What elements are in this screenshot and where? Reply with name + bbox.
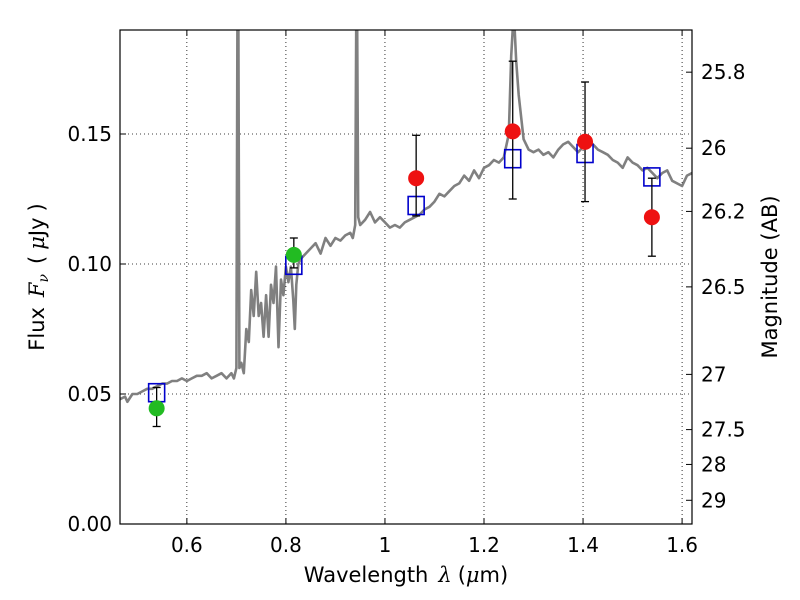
mag-tick-label: 25.8 (701, 60, 746, 84)
x-axis-title-unit-mu: μ (466, 563, 480, 587)
mag-tick-label: 29 (701, 488, 726, 512)
y-axis-title-unit-close: ) (25, 203, 49, 211)
mag-tick-label: 26 (701, 136, 726, 160)
x-tick-label: 0.6 (171, 533, 203, 557)
x-axis-title: Wavelength λ (μm) (304, 563, 508, 587)
y-axis-title-unit-rest: Jy (25, 217, 49, 238)
spectrum-line (120, 30, 692, 404)
x-tick-label: 1.4 (567, 533, 599, 557)
x-tick-label: 1 (379, 533, 392, 557)
x-axis-title-symbol: λ (437, 563, 451, 587)
plot-area (120, 30, 692, 428)
x-axis-title-prefix: Wavelength (304, 563, 429, 587)
x-tick-label: 1.2 (468, 533, 500, 557)
observed-point-red (504, 123, 521, 140)
x-tick-label: 1.6 (666, 533, 698, 557)
y-tick-label: 0.00 (67, 512, 112, 536)
grid-lines (120, 30, 692, 524)
x-axis-title-unit-rest: m) (480, 563, 509, 587)
observed-point-red (577, 133, 594, 150)
y-axis-title-unit-mu: μ (25, 236, 49, 250)
y-axis-title-unit-open: ( (25, 256, 49, 264)
axis-ticks: 0.6 0.8 1 1.2 1.4 1.6 0.00 0.05 0.10 0.15 25.8 26 26… (67, 30, 746, 557)
y-tick-label: 0.05 (67, 382, 112, 406)
observed-point-green (148, 400, 165, 417)
mag-tick-label: 26.2 (701, 199, 746, 223)
y-tick-label: 0.10 (67, 252, 112, 276)
observed-point-red (408, 170, 425, 187)
y2-axis-title: Magnitude (AB) (758, 195, 782, 358)
mag-tick-label: 27 (701, 362, 726, 386)
plot-frame (119, 29, 693, 525)
y-axis-title-prefix: Flux (25, 307, 49, 351)
y-axis-title: Flux Fν ( μJy) (25, 203, 52, 350)
mag-tick-label: 27.5 (701, 418, 746, 442)
x-axis-title-unit-open: ( (458, 563, 466, 587)
y-axis-title-symbol: F (25, 281, 49, 298)
y-axis-title-sub: ν (36, 273, 52, 282)
observed-point-green (285, 246, 302, 263)
mag-tick-label: 26.5 (701, 275, 746, 299)
y-tick-label: 0.15 (67, 122, 112, 146)
mag-tick-label: 28 (701, 452, 726, 476)
observed-point-red (643, 209, 660, 226)
x-tick-label: 0.8 (270, 533, 302, 557)
